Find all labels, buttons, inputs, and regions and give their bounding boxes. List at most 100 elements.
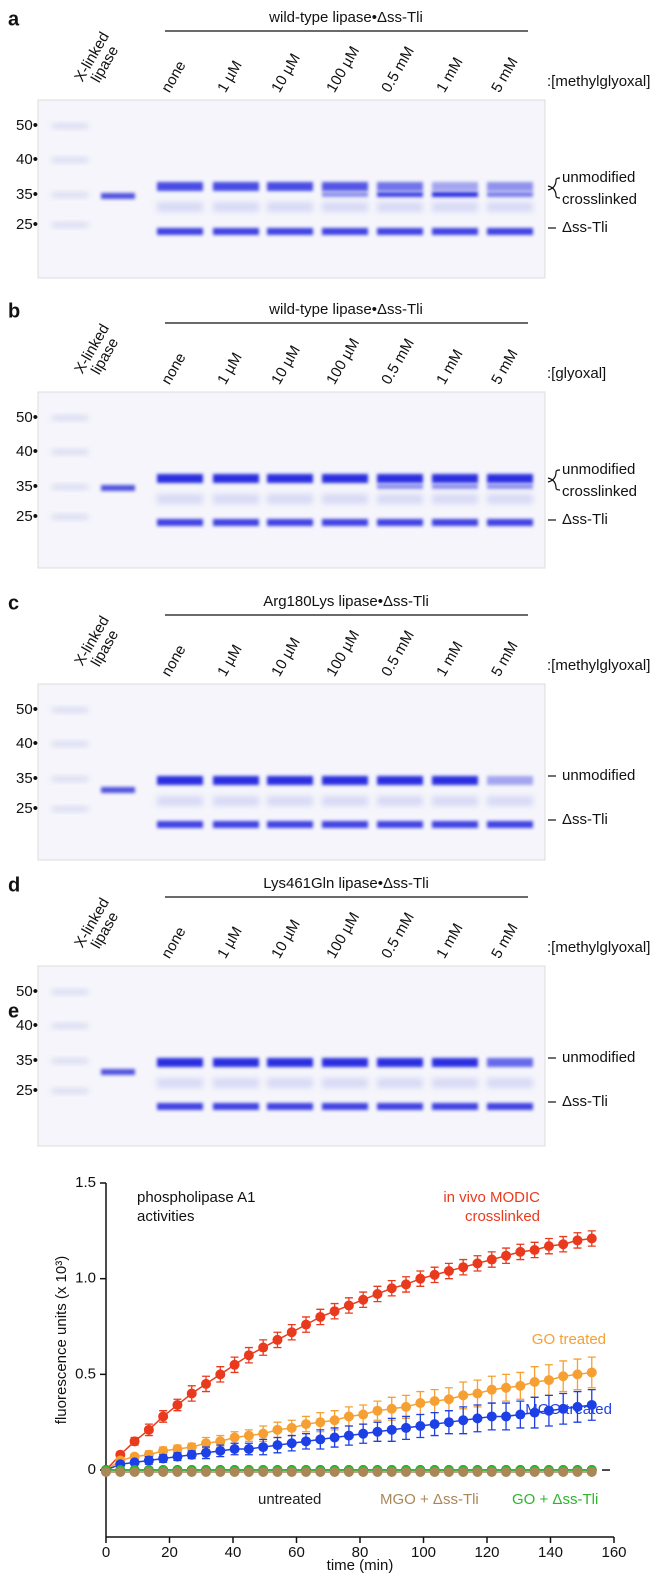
band-label: Δss-Tli [562, 511, 608, 528]
band [322, 192, 368, 197]
data-point [501, 1411, 512, 1422]
data-point [472, 1466, 483, 1477]
data-point [186, 1388, 197, 1399]
marker-label: 40 [16, 442, 38, 461]
x-tick-label: 40 [225, 1544, 242, 1561]
data-point [543, 1241, 554, 1252]
band-faint [322, 494, 368, 504]
band [101, 787, 135, 793]
data-point [215, 1466, 226, 1477]
band-faint [157, 202, 203, 212]
ladder-band [52, 807, 88, 811]
data-point [329, 1415, 340, 1426]
data-point [258, 1466, 269, 1477]
annotation: phospholipase A1 activities [137, 1189, 256, 1225]
data-point [158, 1445, 169, 1456]
reagent-label: :[methylglyoxal] [547, 939, 650, 956]
gel [37, 683, 546, 861]
data-point [515, 1380, 526, 1391]
data-point [186, 1449, 197, 1460]
band [377, 821, 423, 828]
data-point [272, 1334, 283, 1345]
band [432, 474, 478, 483]
data-point [543, 1375, 554, 1386]
panel-letter: d [8, 874, 20, 896]
x-tick-label: 0 [102, 1544, 110, 1561]
data-point [458, 1466, 469, 1477]
gel [37, 965, 546, 1147]
band [322, 228, 368, 235]
data-point [472, 1413, 483, 1424]
data-point [372, 1426, 383, 1437]
data-point [515, 1246, 526, 1257]
data-point [558, 1403, 569, 1414]
panel-letter: e [8, 1000, 19, 1022]
y-tick-label: 0.5 [75, 1365, 96, 1382]
data-point [172, 1451, 183, 1462]
band [267, 1058, 313, 1067]
data-point [158, 1411, 169, 1422]
band [101, 1069, 135, 1075]
gel-title: wild-type lipase•Δss-Tli [268, 301, 423, 318]
band [487, 1103, 533, 1110]
x-tick-label: 80 [352, 1544, 369, 1561]
marker-label: 50 [16, 982, 38, 1001]
series-label: MGO + Δss-Tli [380, 1491, 479, 1508]
data-point [429, 1269, 440, 1280]
series-label: GO treated [531, 1331, 606, 1348]
bracket [547, 469, 561, 483]
ladder-band [52, 223, 88, 227]
data-point [372, 1466, 383, 1477]
data-point [529, 1466, 540, 1477]
band [377, 182, 423, 191]
x-tick-label: 120 [474, 1544, 499, 1561]
ladder-band [52, 124, 88, 128]
band-label: unmodified [562, 169, 635, 186]
marker-label: 40 [16, 1016, 38, 1035]
data-point [172, 1443, 183, 1454]
data-point [229, 1432, 240, 1443]
band [213, 182, 259, 191]
data-point [329, 1466, 340, 1477]
data-point [572, 1466, 583, 1477]
data-point [443, 1266, 454, 1277]
band-faint [213, 1078, 259, 1088]
data-point [243, 1350, 254, 1361]
data-point [486, 1411, 497, 1422]
band [322, 182, 368, 191]
data-point [586, 1233, 597, 1244]
band [432, 776, 478, 785]
band [157, 1103, 203, 1110]
data-point [401, 1466, 412, 1477]
data-point [172, 1399, 183, 1410]
data-point [386, 1424, 397, 1435]
band [213, 228, 259, 235]
band-faint [267, 202, 313, 212]
data-point [415, 1466, 426, 1477]
panel-letter: c [8, 592, 19, 614]
data-point [229, 1359, 240, 1370]
data-point [315, 1466, 326, 1477]
data-point [501, 1382, 512, 1393]
band [157, 228, 203, 235]
data-point [486, 1384, 497, 1395]
ladder-band [52, 158, 88, 162]
x-tick-label: 160 [601, 1544, 626, 1561]
data-point [386, 1403, 397, 1414]
band-label: Δss-Tli [562, 219, 608, 236]
band-faint [377, 494, 423, 504]
ladder-band [52, 1059, 88, 1063]
band [157, 474, 203, 483]
data-point [529, 1407, 540, 1418]
data-point [272, 1466, 283, 1477]
band [157, 182, 203, 191]
data-point [586, 1466, 597, 1477]
data-point [286, 1422, 297, 1433]
bracket [547, 185, 561, 199]
band-faint [213, 796, 259, 806]
band [213, 474, 259, 483]
marker-label: 25 [16, 507, 38, 526]
marker-label: 50 [16, 116, 38, 135]
band-label: unmodified [562, 767, 635, 784]
band-label: unmodified [562, 461, 635, 478]
